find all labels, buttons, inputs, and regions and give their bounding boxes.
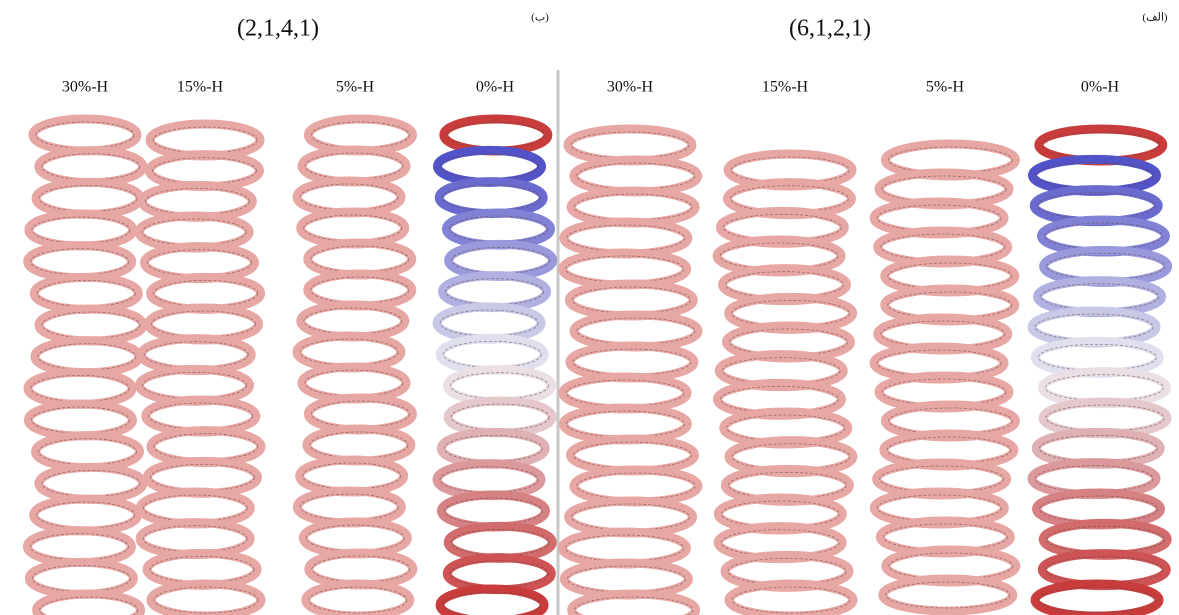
figure: (2,1,4,1) (ب) (6,1,2,1) (الف) 30%-H 15%-H… — [0, 0, 1179, 615]
panel-tag: (الف) — [1142, 12, 1167, 24]
column-label: 0%-H — [1081, 79, 1120, 96]
panel-tag: (ب) — [531, 12, 549, 24]
helix-turn — [35, 341, 139, 373]
column-label: 0%-H — [476, 79, 515, 96]
helices — [27, 119, 1167, 615]
column-label: 5%-H — [336, 79, 375, 96]
column-label: 30%-H — [62, 79, 109, 96]
panel-title: (2,1,4,1) — [237, 16, 319, 42]
helix-turn — [34, 277, 138, 309]
helix-turn — [37, 594, 141, 615]
column-label: 15%-H — [177, 79, 224, 96]
column-label: 30%-H — [607, 79, 654, 96]
helix-turn — [440, 589, 544, 615]
column-label: 15%-H — [762, 79, 809, 96]
column-labels: 30%-H 15%-H 5%-H 0%-H 30%-H 15%-H 5%-H 0%-H — [62, 79, 1120, 96]
helix-turn — [39, 309, 143, 341]
column-label: 5%-H — [926, 79, 965, 96]
panel-title: (6,1,2,1) — [789, 16, 871, 42]
helix-turn — [34, 499, 138, 531]
helix-turn — [33, 119, 137, 151]
